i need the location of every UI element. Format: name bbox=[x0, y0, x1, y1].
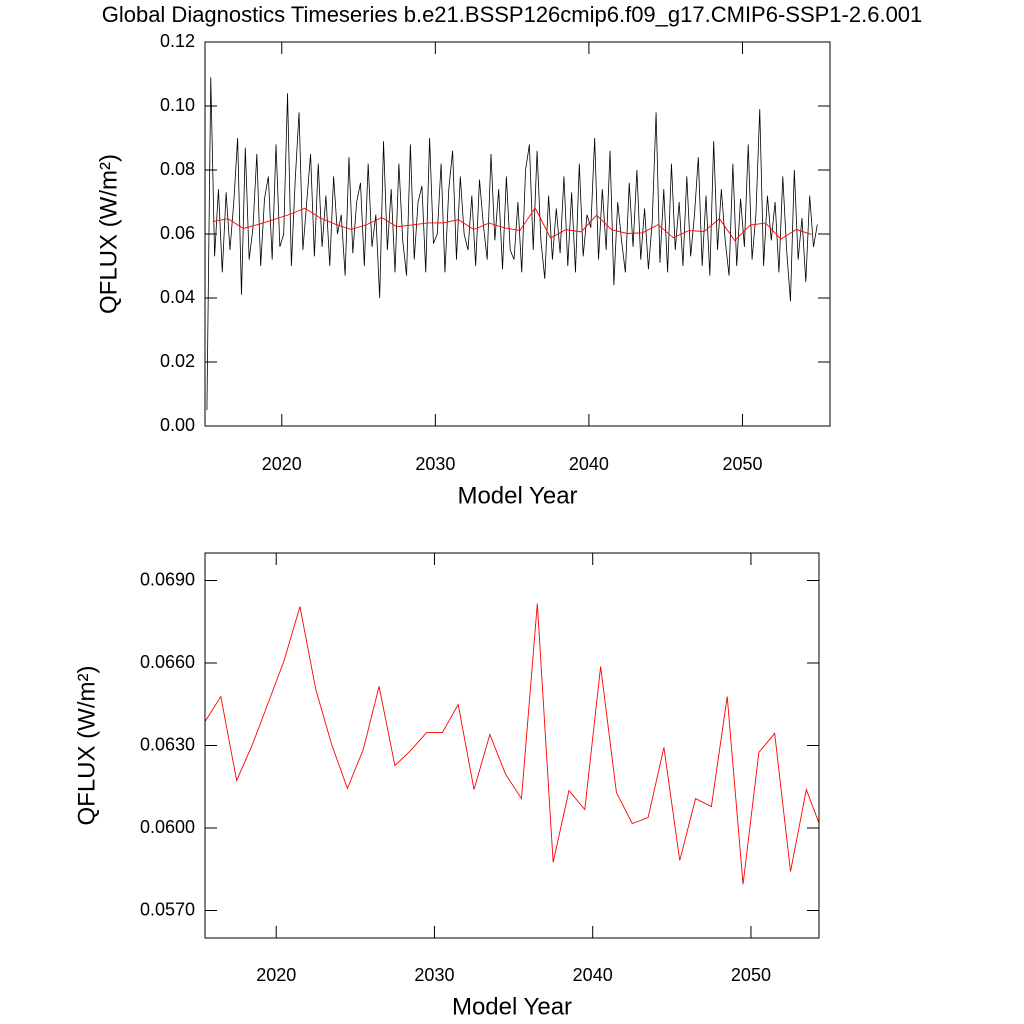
x-tick-label: 2030 bbox=[414, 965, 454, 985]
y-tick-label: 0.10 bbox=[160, 95, 195, 115]
plot-frame bbox=[204, 41, 831, 427]
series-line bbox=[206, 77, 818, 411]
plot-area bbox=[206, 77, 818, 411]
plot-frame bbox=[204, 552, 820, 939]
y-tick-label: 0.12 bbox=[160, 31, 195, 51]
x-tick-label: 2050 bbox=[722, 454, 762, 474]
y-tick-label: 0.0630 bbox=[140, 734, 195, 754]
y-tick-label: 0.0570 bbox=[140, 899, 195, 919]
x-tick-label: 2020 bbox=[262, 454, 302, 474]
y-tick-label: 0.06 bbox=[160, 223, 195, 243]
x-tick-label: 2030 bbox=[415, 454, 455, 474]
x-tick-label: 2040 bbox=[573, 965, 613, 985]
series-line bbox=[205, 603, 819, 885]
y-tick-label: 0.0660 bbox=[140, 652, 195, 672]
x-tick-label: 2020 bbox=[256, 965, 296, 985]
y-axis-label: QFLUX (W/m²) bbox=[95, 154, 122, 314]
y-axis-label: QFLUX (W/m²) bbox=[73, 666, 100, 826]
plot-area bbox=[205, 603, 819, 885]
y-tick-label: 0.00 bbox=[160, 415, 195, 435]
y-tick-label: 0.02 bbox=[160, 351, 195, 371]
y-tick-label: 0.04 bbox=[160, 287, 195, 307]
series-line bbox=[212, 207, 812, 242]
y-tick-label: 0.0690 bbox=[140, 569, 195, 589]
x-axis-label: Model Year bbox=[457, 482, 577, 509]
x-axis-label: Model Year bbox=[452, 993, 572, 1020]
x-tick-label: 2040 bbox=[569, 454, 609, 474]
y-tick-label: 0.0600 bbox=[140, 817, 195, 837]
chart-title: Global Diagnostics Timeseries b.e21.BSSP… bbox=[102, 2, 923, 27]
y-tick-label: 0.08 bbox=[160, 159, 195, 179]
x-tick-label: 2050 bbox=[731, 965, 771, 985]
